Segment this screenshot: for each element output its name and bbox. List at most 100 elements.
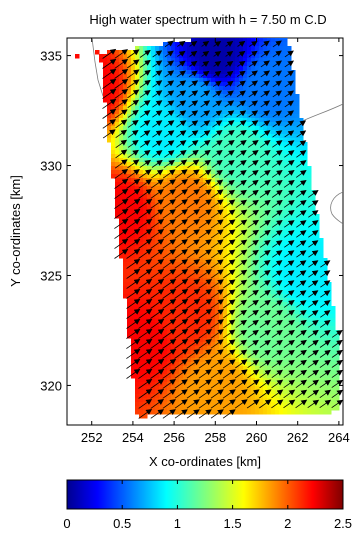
field-cell: [227, 334, 232, 339]
field-cell: [199, 218, 204, 223]
field-cell: [219, 182, 224, 187]
direction-vector: [114, 188, 129, 199]
field-cell: [203, 186, 208, 191]
field-cell: [255, 114, 260, 119]
field-cell: [267, 86, 272, 91]
direction-vector: [102, 48, 117, 59]
field-cell: [171, 94, 176, 99]
field-cell: [223, 78, 228, 83]
field-cell: [283, 326, 288, 331]
direction-vector: [223, 140, 235, 148]
field-cell: [171, 306, 176, 311]
field-cell: [263, 126, 268, 131]
field-cell: [275, 266, 280, 271]
field-cell: [295, 150, 300, 155]
field-cell: [215, 106, 220, 111]
field-cell: [151, 122, 156, 127]
field-cell: [255, 302, 260, 307]
field-cell: [155, 198, 160, 203]
field-cell: [203, 234, 208, 239]
field-cell: [235, 318, 240, 323]
field-cell: [215, 330, 220, 335]
field-cell: [219, 386, 224, 391]
field-cell: [267, 186, 272, 191]
field-cell: [251, 118, 256, 123]
direction-vector: [259, 189, 271, 198]
field-cell: [287, 410, 292, 415]
field-cell: [287, 334, 292, 339]
direction-vector: [162, 209, 176, 219]
field-cell: [155, 138, 160, 143]
field-cell: [303, 342, 308, 347]
field-cell: [255, 206, 260, 211]
field-cell: [255, 410, 260, 415]
field-cell: [223, 238, 228, 243]
field-cell: [311, 314, 316, 319]
field-cell: [175, 310, 180, 315]
field-cell: [143, 346, 148, 351]
field-cell: [235, 138, 240, 143]
field-cell: [147, 354, 152, 359]
field-cell: [223, 98, 228, 103]
field-cell: [303, 146, 308, 151]
field-cell: [131, 358, 136, 363]
field-cell: [287, 46, 292, 51]
field-cell: [143, 326, 148, 331]
field-cell: [287, 378, 292, 383]
field-cell: [307, 190, 312, 195]
field-cell: [131, 298, 136, 303]
field-cell: [215, 294, 220, 299]
field-cell: [299, 258, 304, 263]
field-cell: [319, 302, 324, 307]
field-cell: [295, 238, 300, 243]
field-cell: [159, 246, 164, 251]
field-cell: [215, 386, 220, 391]
field-cell: [207, 406, 212, 411]
direction-vector: [283, 160, 295, 168]
field-cell: [271, 142, 276, 147]
direction-vector: [248, 70, 258, 78]
field-cell: [307, 166, 312, 171]
direction-vector: [272, 60, 283, 68]
field-cell: [159, 326, 164, 331]
field-cell: [151, 218, 156, 223]
field-cell: [159, 74, 164, 79]
field-cell: [147, 122, 152, 127]
field-cell: [283, 282, 288, 287]
field-cell: [259, 222, 264, 227]
field-cell: [315, 394, 320, 399]
field-cell: [303, 362, 308, 367]
field-cell: [159, 266, 164, 271]
field-cell: [119, 106, 124, 111]
field-cell: [219, 394, 224, 399]
field-cell: [311, 258, 316, 263]
field-cell: [203, 178, 208, 183]
field-cell: [243, 342, 248, 347]
field-cell: [207, 306, 212, 311]
field-cell: [247, 146, 252, 151]
field-cell: [191, 294, 196, 299]
field-cell: [283, 310, 288, 315]
field-cell: [279, 74, 284, 79]
field-cell: [335, 378, 340, 383]
field-cell: [255, 226, 260, 231]
field-cell: [243, 262, 248, 267]
field-cell: [175, 242, 180, 247]
direction-vector: [189, 50, 198, 57]
field-cell: [311, 398, 316, 403]
field-cell: [143, 134, 148, 139]
field-cell: [211, 162, 216, 167]
field-cell: [195, 366, 200, 371]
field-cell: [287, 386, 292, 391]
field-cell: [307, 242, 312, 247]
field-cell: [255, 142, 260, 147]
field-cell: [175, 166, 180, 171]
field-cell: [223, 350, 228, 355]
field-cell: [151, 238, 156, 243]
field-cell: [207, 386, 212, 391]
field-cell: [271, 202, 276, 207]
field-cell: [307, 182, 312, 187]
field-cell: [163, 306, 168, 311]
field-cell: [263, 346, 268, 351]
field-cell: [115, 162, 120, 167]
